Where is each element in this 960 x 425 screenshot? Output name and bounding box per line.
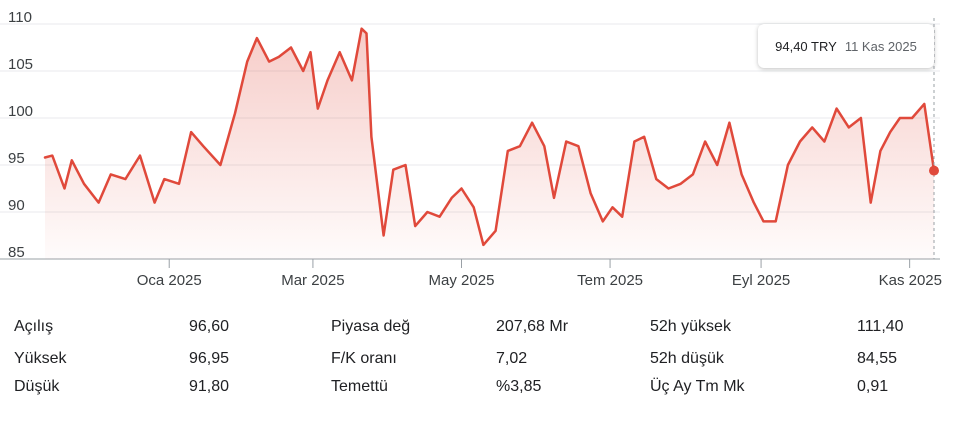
x-tick-label: Eyl 2025 — [732, 272, 790, 289]
y-tick-label: 110 — [8, 9, 32, 26]
stat-label: 52h düşük — [650, 350, 724, 367]
stats-row: Açılış 96,60 Piyasa değ 207,68 Mr 52h yü… — [0, 318, 960, 346]
x-tick-label: May 2025 — [429, 272, 495, 289]
y-tick-label: 90 — [8, 197, 25, 214]
price-area-fill — [45, 28, 934, 260]
stat-value: 96,95 — [189, 350, 230, 367]
stat-label: Açılış — [14, 318, 54, 335]
stat-value: 96,60 — [189, 318, 230, 335]
tooltip-price: 94,40 TRY — [775, 38, 837, 54]
x-axis-ticks — [168, 259, 911, 268]
price-line — [43, 27, 936, 247]
stat-value: 111,40 — [857, 318, 904, 335]
tooltip-date: 11 Kas 2025 — [844, 38, 917, 54]
stat-label: 52h yüksek — [650, 318, 731, 335]
stat-label: Düşük — [14, 378, 60, 395]
stat-value: 91,80 — [189, 378, 230, 395]
stat-label: Piyasa değ — [331, 318, 411, 335]
current-price-marker[interactable] — [929, 165, 939, 176]
y-tick-label: 100 — [8, 103, 33, 120]
stat-value: 7,02 — [496, 350, 528, 367]
y-tick-label: 105 — [8, 56, 33, 73]
stats-table: Açılış 96,60 Piyasa değ 207,68 Mr 52h yü… — [0, 318, 960, 418]
x-tick-label: Mar 2025 — [281, 272, 344, 289]
stat-value: 84,55 — [857, 350, 898, 367]
price-tooltip: 94,40 TRY 11 Kas 2025 — [758, 24, 934, 68]
price-chart[interactable]: 110 105 100 95 90 85 Oca 2025 Mar 2025 May 2025… — [0, 0, 960, 300]
x-tick-label: Oca 2025 — [137, 272, 202, 289]
x-tick-label: Kas 2025 — [879, 272, 942, 289]
stat-label: Yüksek — [14, 350, 67, 367]
stat-label: F/K oranı — [331, 350, 397, 367]
stat-value: %3,85 — [496, 378, 542, 395]
stats-row: Yüksek 96,95 F/K oranı 7,02 52h düşük 84… — [0, 350, 960, 378]
y-tick-label: 85 — [8, 244, 25, 261]
y-axis-labels: 110 105 100 95 90 85 — [8, 9, 33, 261]
stat-label: Temettü — [331, 378, 388, 395]
x-tick-label: Tem 2025 — [577, 272, 643, 289]
stat-label: Üç Ay Tm Mk — [650, 378, 745, 395]
y-tick-label: 95 — [8, 150, 25, 167]
stats-row: Düşük 91,80 Temettü %3,85 Üç Ay Tm Mk 0,… — [0, 378, 960, 406]
x-axis-labels: Oca 2025 Mar 2025 May 2025 Tem 2025 Eyl 2025… — [137, 272, 942, 289]
stat-value: 207,68 Mr — [496, 318, 569, 335]
stat-value: 0,91 — [857, 378, 889, 395]
